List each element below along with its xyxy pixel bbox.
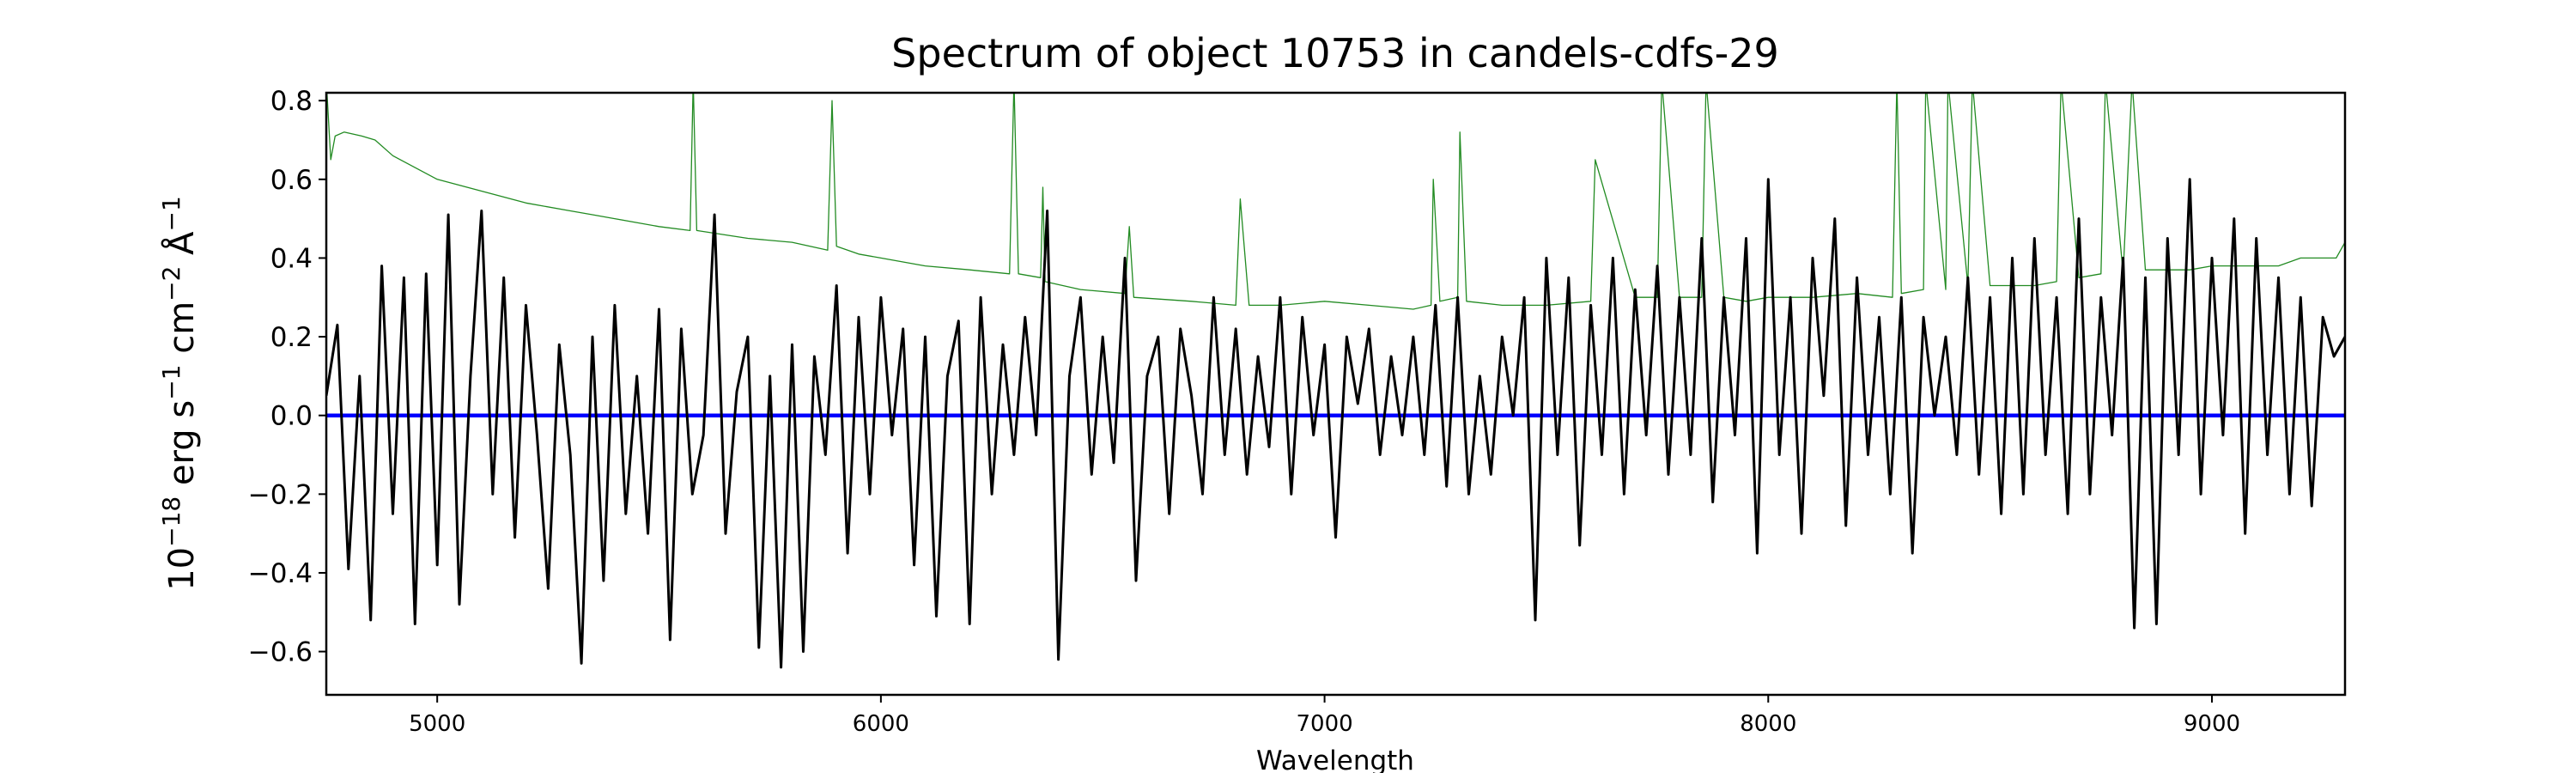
x-axis-ticks: 5000 6000 7000 8000 9000 <box>409 695 2240 737</box>
y-label-exp: −18 <box>157 496 185 547</box>
y-label-exp: −1 <box>157 365 185 400</box>
x-axis-label: Wavelength <box>1256 746 1414 773</box>
y-tick-label: −0.2 <box>248 479 313 510</box>
x-tick-label: 9000 <box>2184 711 2240 737</box>
y-label-base: 10 <box>162 547 202 591</box>
chart-title: Spectrum of object 10753 in candels-cdfs… <box>891 30 1779 76</box>
error-series-line <box>326 93 2345 310</box>
x-tick-label: 5000 <box>409 711 465 737</box>
y-tick-label: 0.4 <box>270 243 313 274</box>
y-axis-ticks: −0.6 −0.4 −0.2 0.0 0.2 0.4 0.6 0.8 <box>248 86 326 668</box>
y-tick-label: 0.6 <box>270 165 313 196</box>
y-label-text: erg s <box>162 400 202 496</box>
plot-area <box>326 93 2345 669</box>
y-tick-label: 0.0 <box>270 401 313 432</box>
y-label-exp: −1 <box>157 196 185 231</box>
x-tick-label: 8000 <box>1740 711 1796 737</box>
y-label-text: cm <box>162 301 202 365</box>
y-tick-label: −0.6 <box>248 637 313 668</box>
x-tick-label: 6000 <box>853 711 909 737</box>
y-tick-label: 0.2 <box>270 322 313 353</box>
y-tick-label: 0.8 <box>270 86 313 117</box>
flux-series-line <box>326 178 2345 669</box>
y-label-text: Å <box>161 231 202 266</box>
y-label-exp: −2 <box>157 266 185 301</box>
x-tick-label: 7000 <box>1296 711 1352 737</box>
y-tick-label: −0.4 <box>248 558 313 589</box>
axes-frame <box>325 91 2347 697</box>
y-axis-label: 10−18 erg s−1 cm−2 Å−1 <box>157 196 202 591</box>
